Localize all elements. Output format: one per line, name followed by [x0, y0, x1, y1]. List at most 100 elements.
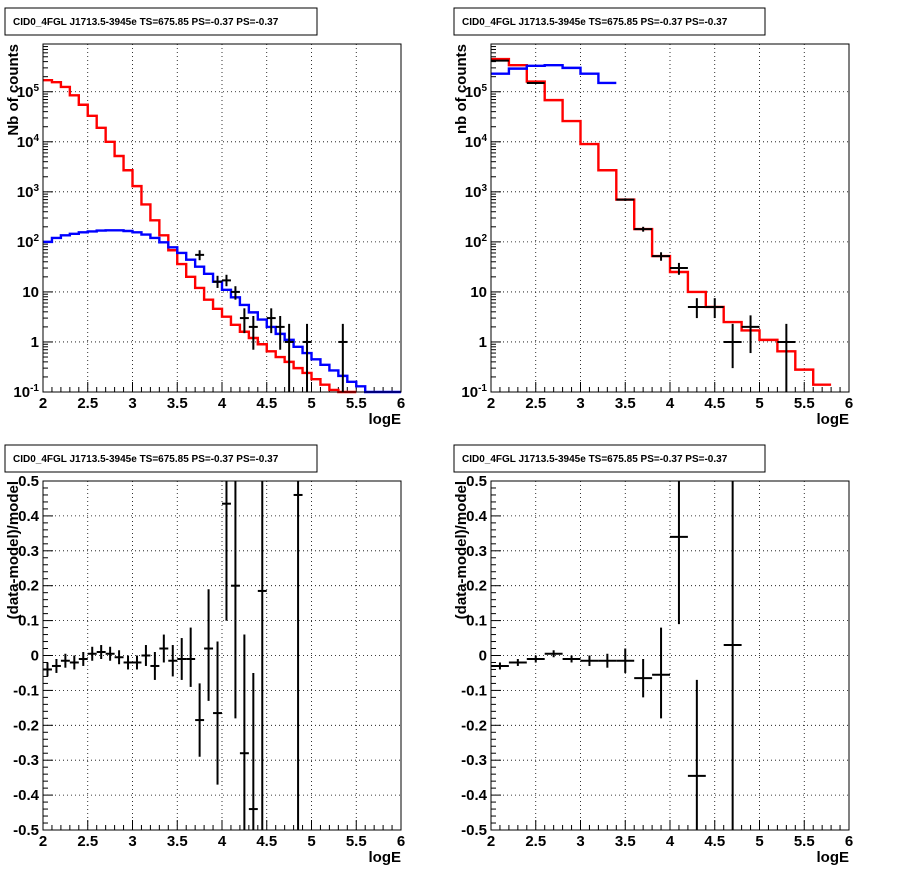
chart-title: CID0_4FGL J1713.5-3945e TS=675.85 PS=-0.…: [462, 17, 728, 28]
data-point: [598, 653, 617, 668]
y-tick-label: -0.2: [13, 717, 39, 734]
chart-panel-3: 2 2.5 3 3.5 4 4.5 5 5.5 6 -0.5 -0.4 -0.3 -0.2 -0.1 0 0.…: [4, 444, 405, 866]
y-tick-label: 10-1: [13, 383, 39, 401]
x-tick-label: 2: [487, 833, 495, 850]
y-tick-label: 102: [465, 233, 488, 251]
x-tick-label: 5: [307, 395, 315, 412]
x-tick-label: 2: [39, 395, 47, 412]
x-tick-label: 3: [128, 833, 136, 850]
y-tick-label: 1: [479, 334, 487, 351]
data-point: [248, 672, 258, 830]
data-point: [777, 323, 796, 392]
x-tick-label: 3: [128, 395, 136, 412]
x-tick-label: 4.5: [256, 395, 277, 412]
x-tick-label: 3.5: [167, 833, 188, 850]
histogram-red-series: [43, 79, 357, 394]
data-point: [222, 481, 231, 621]
y-tick-label: 104: [17, 133, 40, 151]
y-tick-label: -0.2: [461, 717, 487, 734]
y-tick-label: -0.3: [461, 752, 487, 769]
y-tick-label: -0.5: [461, 822, 487, 839]
data-point: [213, 641, 222, 785]
x-tick-label: 2.5: [77, 833, 98, 850]
chart-title: CID0_4FGL J1713.5-3945e TS=675.85 PS=-0.…: [462, 454, 728, 465]
x-tick-label: 6: [845, 833, 853, 850]
title-box: [4, 7, 318, 36]
y-tick-label: 104: [465, 133, 488, 151]
data-point: [302, 323, 312, 392]
y-axis-label: (data-model)/model: [5, 481, 22, 619]
data-point: [275, 316, 285, 350]
data-point: [670, 481, 688, 625]
chart-panel-2: 2 2.5 3 3.5 4 4.5 5 5.5 6 10-1 1 10 102 103 104 105 logE…: [453, 7, 853, 428]
x-tick-label: 4: [666, 833, 675, 850]
data-point: [338, 323, 348, 392]
data-point: [257, 481, 267, 830]
y-tick-label: 0.2: [466, 578, 487, 595]
x-tick-label: 3: [576, 395, 584, 412]
x-tick-label: 4: [218, 833, 227, 850]
histogram-blue-series: [491, 63, 617, 85]
y-tick-label: -0.1: [13, 682, 39, 699]
data-point: [43, 662, 52, 677]
x-axis-label: logE: [817, 411, 850, 428]
data-point: [168, 645, 178, 677]
y-tick-label: 0: [31, 648, 39, 665]
data-point: [195, 683, 205, 757]
x-tick-label: 2: [39, 833, 47, 850]
data-point: [284, 323, 294, 392]
data-point: [491, 59, 509, 62]
data-point: [634, 658, 653, 698]
x-tick-label: 3: [576, 833, 584, 850]
x-tick-label: 3.5: [615, 395, 636, 412]
data-point: [60, 653, 70, 668]
x-tick-label: 5: [755, 395, 763, 412]
data-point: [562, 655, 581, 663]
y-tick-label: 0.3: [466, 543, 487, 560]
y-tick-label: 0.4: [18, 508, 40, 525]
data-point: [204, 589, 214, 701]
chart-title: CID0_4FGL J1713.5-3945e TS=675.85 PS=-0.…: [13, 454, 279, 465]
x-tick-label: 4.5: [256, 833, 277, 850]
y-axis-label: Nb of counts: [5, 44, 22, 136]
x-tick-label: 2.5: [525, 395, 546, 412]
y-axis-label: nb of counts: [453, 44, 470, 134]
data-point: [96, 645, 106, 659]
data-point: [526, 81, 545, 84]
y-tick-label: 0.4: [466, 508, 488, 525]
x-tick-label: 4.5: [704, 833, 725, 850]
y-tick-label: 0.5: [466, 473, 487, 490]
data-point: [114, 650, 124, 665]
data-point: [508, 658, 527, 666]
y-tick-label: 1: [31, 334, 39, 351]
x-tick-label: 4: [666, 395, 675, 412]
y-tick-label: 0.5: [18, 473, 39, 490]
x-tick-label: 3.5: [167, 395, 188, 412]
chart-panel-4: 2 2.5 3 3.5 4 4.5 5 5.5 6 -0.5 -0.4 -0.3 -0.2 -0.1 0 0.…: [453, 444, 853, 866]
data-point: [652, 252, 670, 261]
y-tick-label: 10: [470, 284, 487, 301]
data-point: [652, 627, 670, 719]
plot-frame: [42, 480, 402, 831]
data-point: [132, 655, 142, 670]
chart-panel-1: 2 2.5 3 3.5 4 4.5 5 5.5 6 10-1 1 10 102 103 104 105 logE…: [4, 7, 405, 428]
y-tick-label: -0.4: [13, 787, 40, 804]
x-tick-label: 2.5: [77, 395, 98, 412]
x-tick-label: 3.5: [615, 833, 636, 850]
x-axis-label: logE: [369, 849, 402, 866]
y-tick-label: 102: [17, 233, 40, 251]
x-tick-label: 5.5: [794, 395, 815, 412]
data-point: [723, 323, 742, 369]
data-point: [670, 262, 688, 275]
y-tick-label: 0: [479, 648, 487, 665]
data-point: [580, 655, 599, 666]
data-point: [150, 652, 160, 680]
data-point: [123, 655, 133, 670]
y-tick-label: -0.3: [13, 752, 39, 769]
x-tick-label: 6: [397, 395, 405, 412]
data-point: [634, 226, 653, 232]
histogram-red-series: [491, 57, 832, 386]
data-point: [544, 650, 563, 658]
